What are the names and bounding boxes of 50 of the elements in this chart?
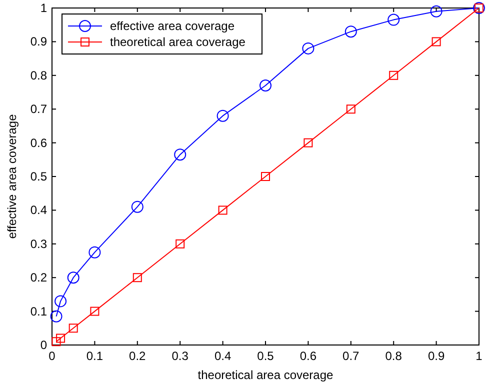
y-tick-label: 0.2 — [30, 270, 48, 285]
point — [56, 334, 66, 343]
point — [50, 310, 62, 322]
y-axis-title: effective area coverage — [5, 114, 19, 239]
legend-label: theoretical area coverage — [110, 35, 246, 49]
point — [261, 172, 270, 181]
x-tick-label: 0.7 — [342, 349, 360, 363]
y-tick-label: 0.3 — [30, 236, 48, 251]
x-axis-title: theoretical area coverage — [198, 368, 334, 382]
point — [432, 37, 441, 46]
y-tick-label: 0.6 — [30, 136, 48, 150]
point — [344, 26, 357, 38]
point — [176, 239, 185, 248]
point — [388, 14, 400, 26]
y-tick-label: 1 — [40, 1, 48, 15]
point — [174, 148, 186, 161]
point — [131, 200, 144, 213]
point — [216, 110, 229, 122]
x-tick-label: 0.8 — [385, 349, 402, 363]
y-tick-label: 0.5 — [30, 170, 48, 184]
point — [90, 306, 100, 316]
point — [52, 337, 61, 346]
point — [389, 70, 398, 80]
x-tick-label: 0.3 — [172, 349, 189, 363]
point — [304, 138, 313, 148]
x-tick-label: 0.4 — [214, 349, 232, 363]
y-tick-label: 0.4 — [30, 203, 48, 218]
x-tick-label: 0.5 — [257, 349, 274, 363]
point — [132, 273, 142, 282]
y-tick-label: 0.9 — [30, 34, 48, 49]
point — [54, 295, 67, 308]
point — [302, 42, 314, 54]
legend-label: effective area coverage — [110, 19, 235, 33]
y-tick-label: 0.1 — [30, 304, 48, 318]
y-tick-label: 0 — [40, 338, 48, 352]
point — [68, 324, 78, 333]
y-tick-label: 0.8 — [30, 68, 48, 82]
point — [346, 104, 356, 114]
point — [88, 246, 101, 258]
x-tick-label: 0.9 — [428, 349, 445, 363]
point — [260, 80, 272, 92]
x-tick-label: 0.2 — [129, 349, 146, 363]
point — [430, 5, 442, 18]
point — [67, 272, 80, 284]
point — [218, 206, 228, 215]
x-tick-label: 0.6 — [300, 349, 317, 363]
x-tick-label: 1 — [476, 349, 483, 363]
y-tick-label: 0.7 — [30, 102, 48, 116]
x-tick-label: 0 — [48, 349, 56, 363]
x-tick-label: 0.1 — [86, 349, 104, 363]
